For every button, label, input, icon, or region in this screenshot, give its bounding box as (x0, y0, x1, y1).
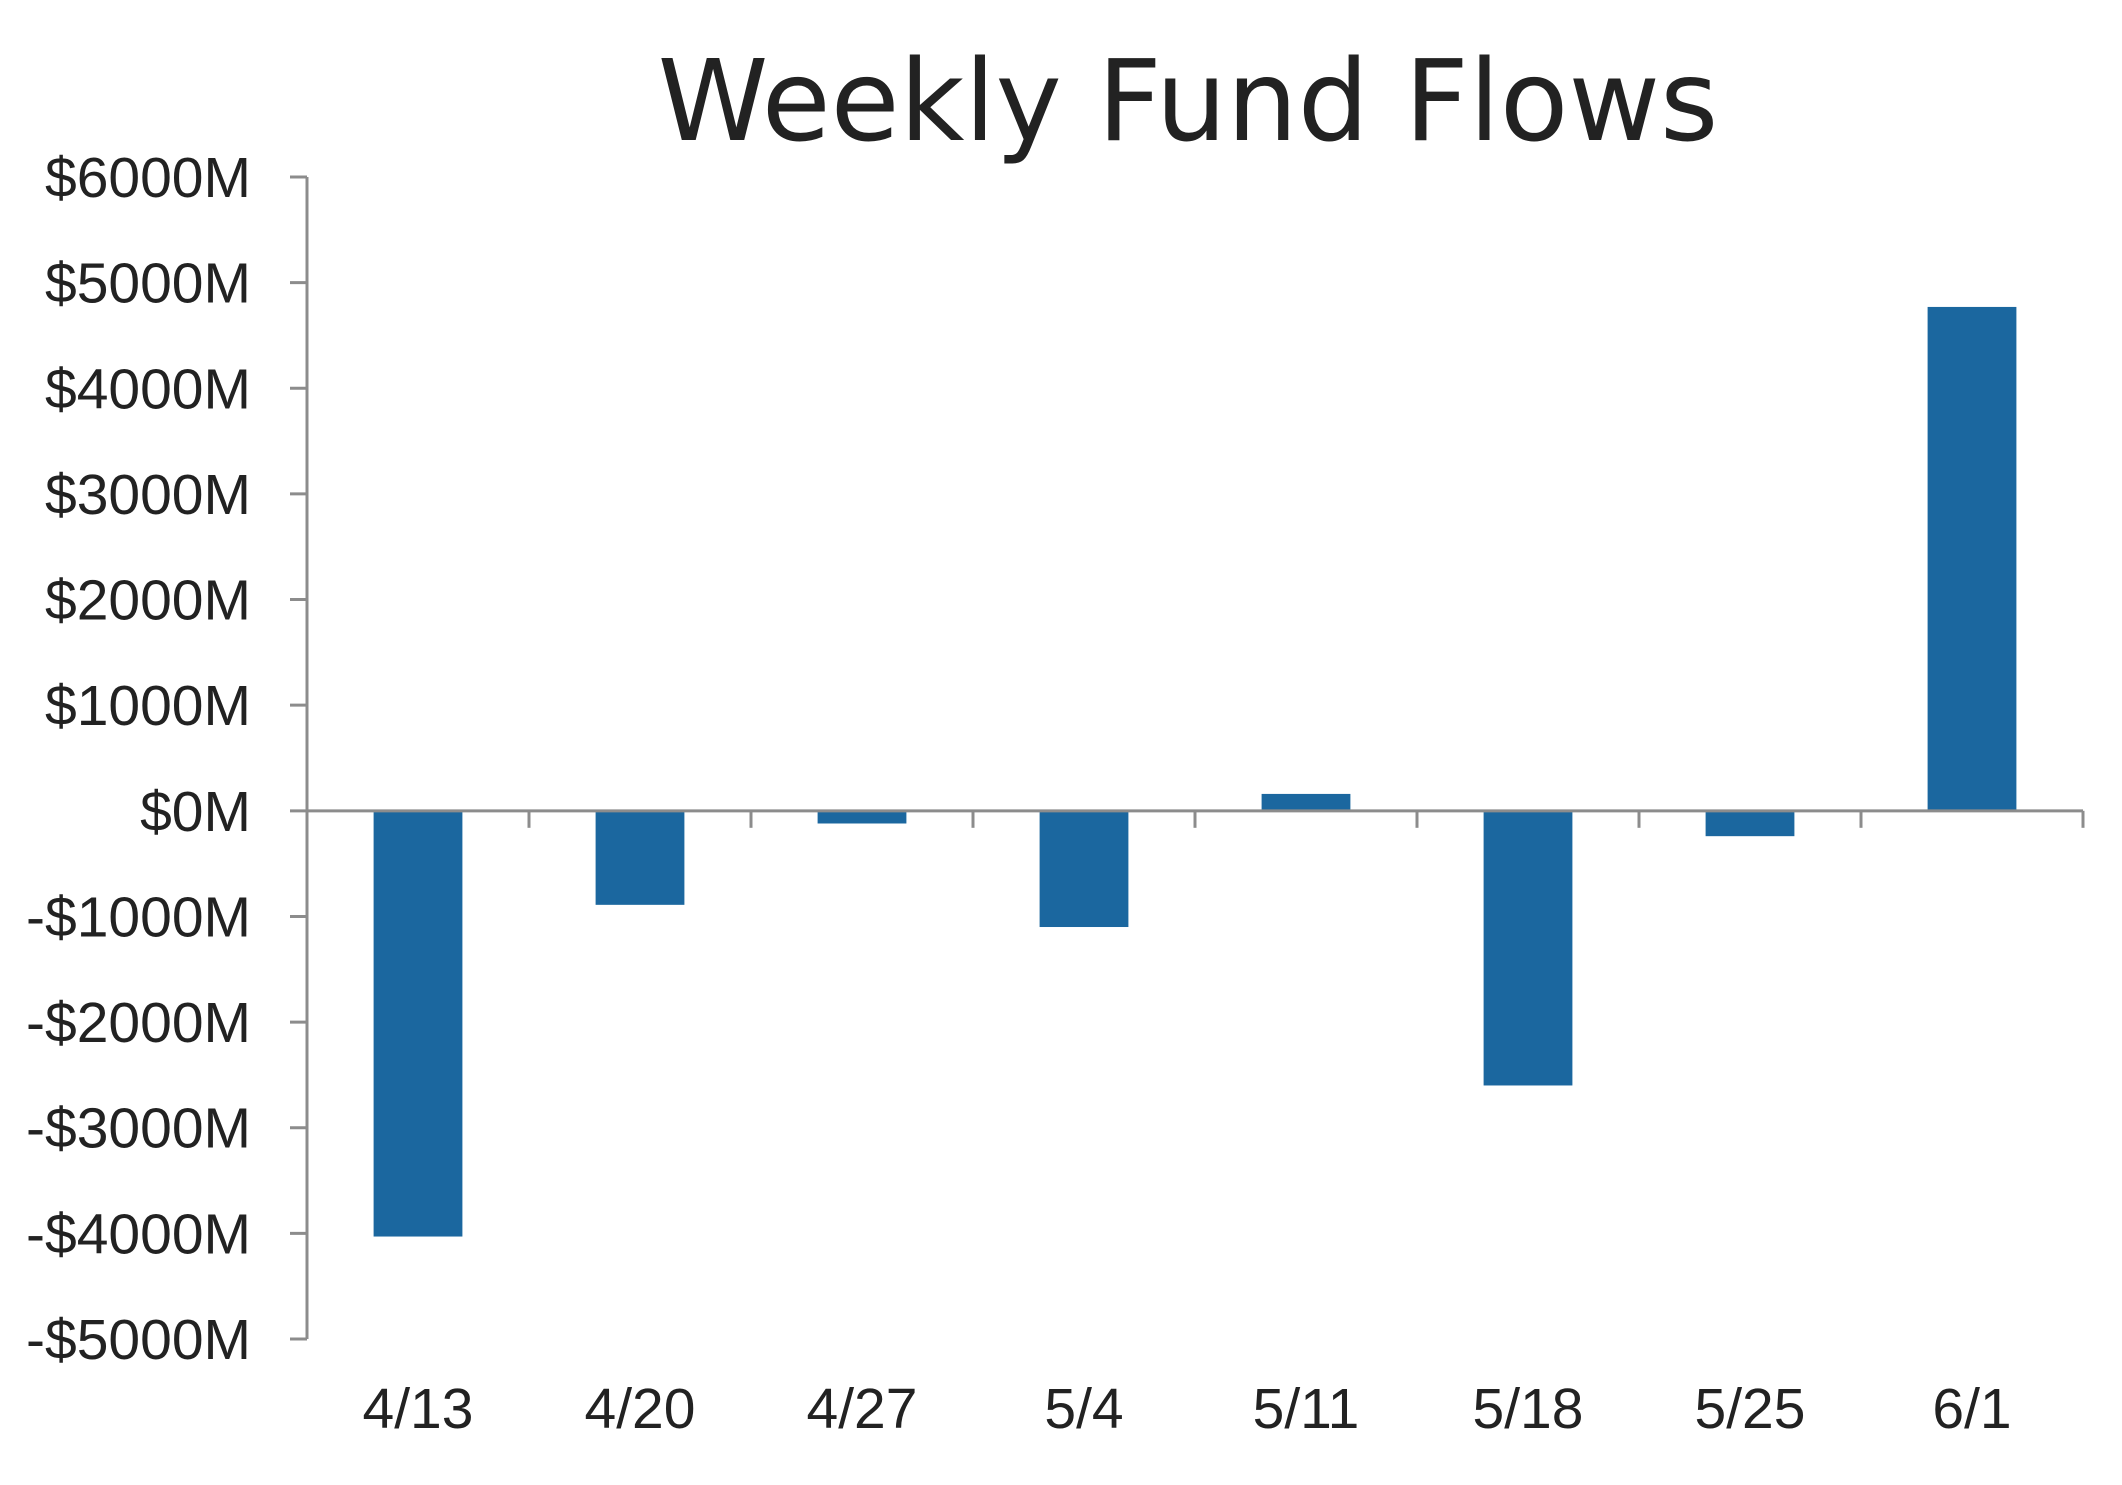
y-tick-label: -$1000M (26, 885, 251, 949)
chart-title: Weekly Fund Flows (658, 37, 1719, 167)
bar-5-25 (1705, 810, 1795, 837)
y-tick-label: -$4000M (26, 1202, 251, 1266)
x-tick-label: 4/20 (585, 1377, 696, 1441)
y-tick-label: $0M (140, 780, 251, 844)
bar-4-13 (373, 810, 463, 1237)
x-tick-label: 4/27 (807, 1377, 918, 1441)
y-tick-label: $1000M (45, 674, 251, 738)
bar-4-20 (595, 810, 685, 905)
x-tick-label: 4/13 (363, 1377, 474, 1441)
x-tick-label: 5/4 (1044, 1377, 1123, 1441)
bar-5-18 (1483, 810, 1573, 1086)
x-tick-label: 5/18 (1473, 1377, 1584, 1441)
bar-series (373, 306, 2017, 1237)
y-tick-label: $3000M (45, 463, 251, 527)
y-axis: $6000M $5000M $4000M $3000M $2000M $1000M $0M -… (26, 146, 309, 1372)
y-tick-label: $5000M (45, 252, 251, 316)
y-tick-label: -$5000M (26, 1308, 251, 1372)
y-tick-label: -$2000M (26, 991, 251, 1055)
x-tick-label: 6/1 (1932, 1377, 2011, 1441)
y-tick-label: -$3000M (26, 1097, 251, 1161)
bar-5-11 (1261, 793, 1351, 811)
y-tick-label: $6000M (45, 146, 251, 210)
x-tick-label: 5/11 (1253, 1377, 1360, 1441)
y-tick-label: $4000M (45, 357, 251, 421)
x-axis: 4/13 4/20 4/27 5/4 5/11 5/18 5/25 6/1 (307, 809, 2085, 1441)
bar-6-1 (1927, 306, 2017, 811)
x-tick-label: 5/25 (1695, 1377, 1806, 1441)
bar-4-27 (817, 810, 907, 824)
y-tick-label: $2000M (45, 569, 251, 633)
bar-5-4 (1039, 810, 1129, 928)
